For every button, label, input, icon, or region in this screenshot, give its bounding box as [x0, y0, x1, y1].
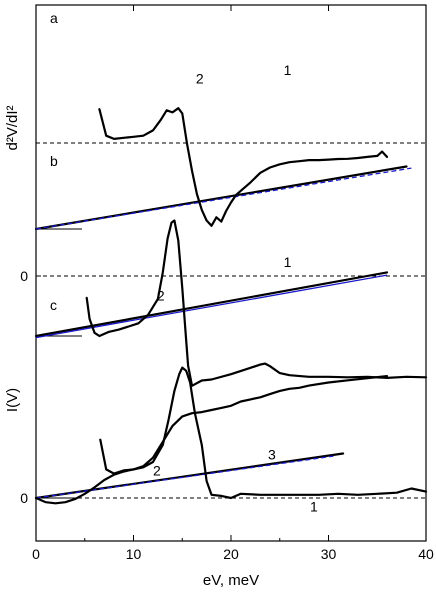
panel-c-letter: c	[50, 297, 57, 313]
ticks: 0 10 20 30 40 0 0	[20, 5, 434, 562]
panel-c-curve-blue-dash-1	[35, 455, 334, 499]
y-tick-label: 0	[20, 490, 28, 506]
y-axis-label-bottom: I(V)	[4, 388, 21, 412]
panel-a-curve-label-2: 2	[196, 70, 204, 86]
panel-b-letter: b	[50, 153, 58, 169]
labels: eV, meV d²V/dI² I(V) a 1 2 b 1 2 c 1 2 3	[4, 10, 318, 589]
panel-b-curve-1	[34, 271, 389, 338]
y-tick-label: 0	[20, 268, 28, 284]
panel-c-curve-2	[99, 366, 428, 500]
x-tick-label: 20	[223, 546, 239, 562]
x-tick-label: 0	[32, 546, 40, 562]
panel-a-curve-blue-dash-1	[35, 167, 412, 230]
x-tick-label: 40	[418, 546, 434, 562]
panel-a-letter: a	[50, 10, 58, 26]
axes	[35, 4, 427, 542]
x-tick-label: 30	[321, 546, 337, 562]
panel-a-curve-label-1: 1	[284, 62, 292, 78]
series	[34, 107, 428, 505]
x-tick-label: 10	[126, 546, 142, 562]
plot-frame	[35, 4, 427, 542]
panel-c-curve-3	[34, 375, 389, 505]
y-axis-label-top: d²V/dI²	[4, 105, 21, 150]
panel-b-curve-label-2: 2	[157, 288, 165, 304]
panel-b-curve-2	[85, 219, 428, 387]
panel-c-curve-label-2: 2	[153, 462, 161, 478]
panel-c-curve-label-3: 3	[268, 447, 276, 463]
panel-a-curve-1	[34, 165, 408, 231]
panel-a-curve-2	[98, 107, 389, 227]
panel-b-curve-label-1: 1	[284, 254, 292, 270]
x-axis-label: eV, meV	[203, 572, 259, 589]
panel-c-curve-label-1: 1	[310, 498, 318, 514]
panel-b-curve-blue-1	[35, 274, 388, 339]
